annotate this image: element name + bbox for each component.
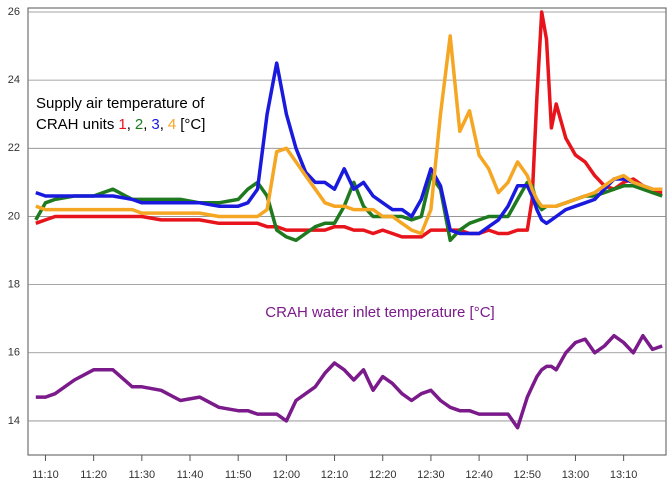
y-tick-label: 26 bbox=[8, 6, 20, 18]
legend-entry: 2 bbox=[135, 116, 143, 133]
y-tick-label: 22 bbox=[8, 142, 20, 154]
annotation: CRAH units 1, 2, 3, 4 [°C] bbox=[36, 116, 205, 133]
x-tick-label: 12:10 bbox=[321, 469, 349, 481]
plot-frame bbox=[27, 7, 667, 456]
x-tick-label: 12:30 bbox=[417, 469, 445, 481]
x-tick-label: 13:10 bbox=[610, 469, 638, 481]
y-tick-label: 14 bbox=[8, 415, 20, 427]
x-tick-label: 11:40 bbox=[177, 469, 204, 481]
x-tick-label: 11:50 bbox=[225, 469, 252, 481]
x-tick-label: 12:50 bbox=[514, 469, 542, 481]
legend-entry: 3 bbox=[151, 116, 159, 133]
legend-entry: 4 bbox=[168, 116, 176, 133]
x-tick-label: 12:40 bbox=[465, 469, 493, 481]
annotation-part: CRAH units bbox=[36, 116, 114, 133]
x-tick-label: 12:00 bbox=[273, 469, 301, 481]
series-line bbox=[35, 34, 663, 236]
series-line bbox=[35, 333, 663, 430]
y-tick-label: 16 bbox=[8, 347, 20, 359]
annotation-part: , bbox=[127, 116, 131, 133]
annotation: Supply air temperature of bbox=[36, 95, 205, 112]
annotation-part: , bbox=[143, 116, 147, 133]
legend-entry: CRAH water inlet temperature [°C] bbox=[265, 304, 494, 321]
x-tick-label: 11:20 bbox=[80, 469, 107, 481]
series-line bbox=[35, 61, 663, 236]
y-tick-label: 24 bbox=[8, 74, 20, 86]
annotation-part: , bbox=[160, 116, 164, 133]
legend-entry: 1 bbox=[118, 116, 126, 133]
x-tick-label: 11:10 bbox=[32, 469, 59, 481]
y-tick-label: 20 bbox=[8, 210, 20, 222]
annotation-part: [°C] bbox=[180, 116, 205, 133]
x-tick-label: 13:00 bbox=[562, 469, 590, 481]
series-line bbox=[35, 10, 663, 239]
x-tick-label: 12:20 bbox=[369, 469, 397, 481]
y-tick-label: 18 bbox=[8, 279, 20, 291]
x-tick-label: 11:30 bbox=[128, 469, 155, 481]
